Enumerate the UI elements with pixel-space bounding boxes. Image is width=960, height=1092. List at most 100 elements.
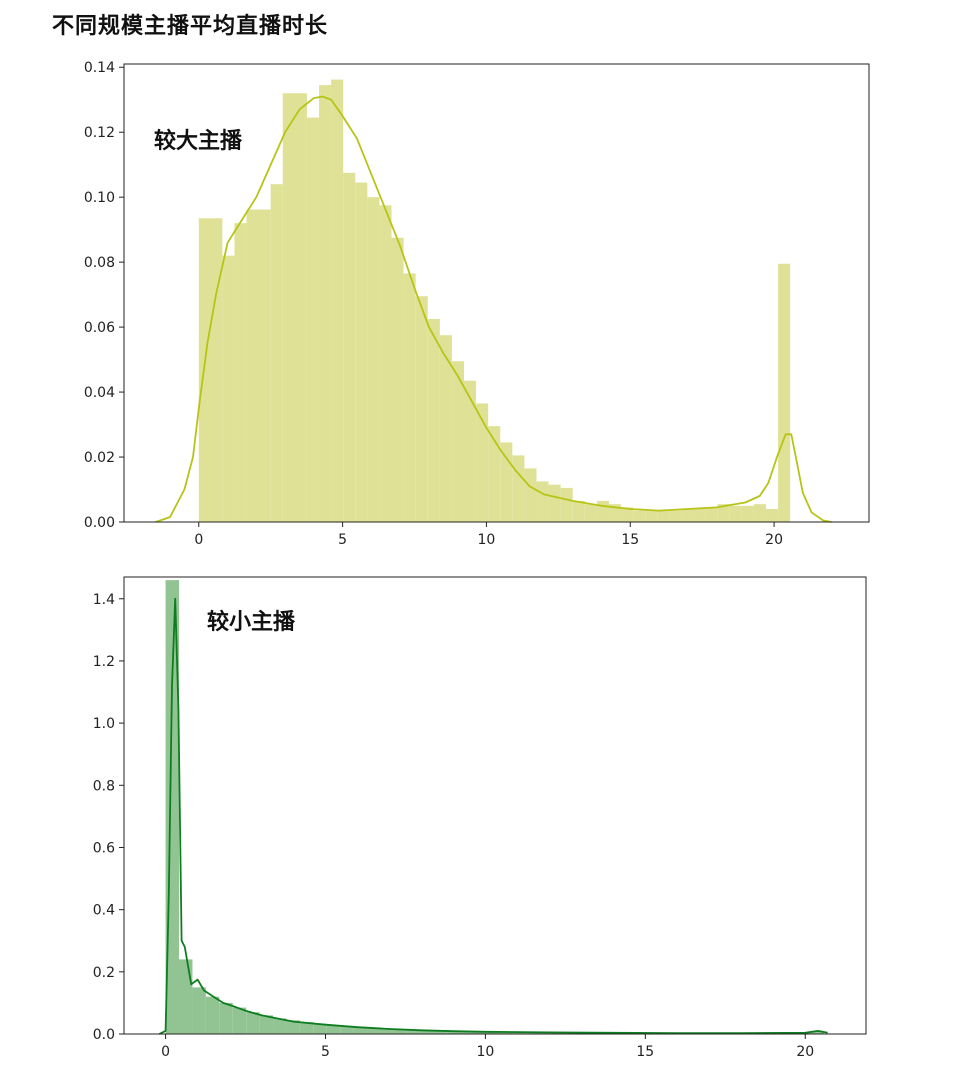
x-tick-label: 20 xyxy=(765,532,783,548)
kde-curve xyxy=(155,95,832,523)
plot-frame xyxy=(123,63,870,523)
histogram-bar xyxy=(608,504,622,522)
histogram-bar xyxy=(192,987,206,1034)
histogram-bar xyxy=(741,505,754,522)
page-title: 不同规模主播平均直播时长 xyxy=(52,14,329,39)
y-tick-label: 0.02 xyxy=(84,450,115,466)
y-tick-label: 1.4 xyxy=(93,592,115,608)
histogram-bar xyxy=(379,205,392,523)
histogram-bar xyxy=(669,510,682,522)
histogram-bar xyxy=(282,93,307,522)
chart-smaller-streamers: 0 5 10 15 20 0.0 0.2 0.4 0.6 0.8 1.0 1.2 1.4 较小主播 xyxy=(93,576,867,1060)
histogram-bar xyxy=(451,361,464,522)
histogram-bar xyxy=(179,959,193,1034)
histogram-bar xyxy=(596,500,609,522)
y-tick-label: 0.00 xyxy=(84,515,115,531)
histogram-bar xyxy=(353,1027,368,1034)
histogram-bar xyxy=(434,1030,448,1034)
x-tick-label: 10 xyxy=(476,1044,494,1060)
histogram-bar xyxy=(548,484,561,522)
histogram-bar xyxy=(380,1029,394,1034)
histogram-bar xyxy=(474,1031,488,1034)
chart-larger-streamers: 0 5 10 15 20 0.00 0.02 0.04 0.06 0.08 0.10 0.12 0.14… xyxy=(84,60,870,548)
x-tick-label: 0 xyxy=(161,1044,170,1060)
y-tick-label: 0.8 xyxy=(93,778,115,794)
histogram-bar xyxy=(810,1030,824,1034)
histogram-bar xyxy=(447,1031,462,1034)
histogram-bar xyxy=(461,1031,475,1034)
histogram-bar xyxy=(439,335,452,522)
histogram-bar xyxy=(705,507,718,522)
histogram-bar xyxy=(403,273,416,522)
histogram-bar xyxy=(270,184,283,523)
series-label: 较小主播 xyxy=(207,609,296,635)
histogram-bar xyxy=(514,1032,529,1034)
histogram-bar xyxy=(326,1025,341,1034)
histogram-bar xyxy=(355,182,368,522)
histogram-bar xyxy=(205,996,220,1034)
histogram-bar xyxy=(621,507,634,522)
histogram-bar xyxy=(657,510,670,522)
y-tick-label: 0.14 xyxy=(84,60,115,76)
y-tick-label: 0.12 xyxy=(84,125,115,141)
x-tick-label: 20 xyxy=(796,1044,814,1060)
x-tick-label: 5 xyxy=(338,532,347,548)
histogram-bar xyxy=(232,1007,247,1034)
y-tick-label: 0.4 xyxy=(93,903,115,919)
histogram-bar xyxy=(286,1020,300,1034)
plot-frame xyxy=(123,576,867,1035)
x-tick-label: 15 xyxy=(636,1044,654,1060)
histogram-bar xyxy=(331,79,344,522)
histogram-bar xyxy=(393,1029,408,1034)
histogram-bar xyxy=(415,296,428,522)
y-tick-label: 0.2 xyxy=(93,965,115,981)
y-tick-label: 0.0 xyxy=(93,1027,115,1043)
histogram-bar xyxy=(340,1026,354,1034)
histogram-bar xyxy=(343,172,356,522)
histogram-bar xyxy=(524,468,537,522)
histogram-bar xyxy=(367,197,380,522)
histogram-bar xyxy=(198,218,223,523)
y-tick-label: 0.04 xyxy=(84,385,115,401)
histogram-bar xyxy=(319,85,332,523)
histogram-bar xyxy=(234,223,247,522)
histogram-bar xyxy=(681,509,694,522)
histogram-bar xyxy=(766,509,779,522)
histogram-bar xyxy=(717,504,730,522)
x-tick-label: 10 xyxy=(478,532,496,548)
series-label: 较大主播 xyxy=(154,128,243,154)
y-tick-label: 1.2 xyxy=(93,654,115,670)
histogram-bar xyxy=(536,481,549,522)
histogram-bar xyxy=(420,1030,435,1034)
histogram-bar xyxy=(273,1018,287,1034)
histogram-bar xyxy=(259,1015,274,1034)
x-tick-label: 5 xyxy=(321,1044,330,1060)
y-tick-label: 0.6 xyxy=(93,840,115,856)
histogram-bar xyxy=(219,1002,233,1034)
histogram-bar xyxy=(528,1032,542,1034)
histogram-bar xyxy=(512,455,525,522)
y-tick-label: 1.0 xyxy=(93,716,115,732)
histogram-bar xyxy=(501,1032,515,1034)
histogram-bar xyxy=(407,1030,421,1034)
histogram-bar xyxy=(729,505,742,522)
histogram-bar xyxy=(778,263,791,522)
histogram-bar xyxy=(488,426,501,522)
histogram-bar xyxy=(246,1012,260,1034)
histogram-bar xyxy=(645,510,658,522)
y-tick-label: 0.06 xyxy=(84,320,115,336)
kde-curve xyxy=(158,597,828,1035)
histogram-bar xyxy=(487,1031,502,1034)
histogram-bar xyxy=(572,500,585,522)
histogram-bar xyxy=(299,1022,314,1034)
histogram-bar xyxy=(246,209,271,522)
x-tick-label: 15 xyxy=(621,532,639,548)
y-tick-label: 0.08 xyxy=(84,255,115,271)
histogram-bar xyxy=(476,403,489,522)
histogram-bar xyxy=(753,504,767,522)
y-tick-label: 0.10 xyxy=(84,190,115,206)
histogram-bar xyxy=(584,504,597,522)
histogram-bar xyxy=(391,237,404,522)
histogram-bar xyxy=(463,380,477,522)
